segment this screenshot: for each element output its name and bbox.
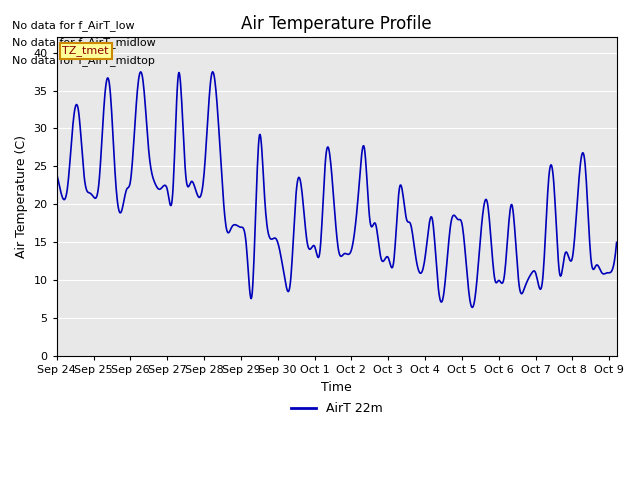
Text: TZ_tmet: TZ_tmet [62,45,109,56]
Text: No data for f_AirT_midlow: No data for f_AirT_midlow [12,37,156,48]
Title: Air Temperature Profile: Air Temperature Profile [241,15,432,33]
Legend: AirT 22m: AirT 22m [286,397,388,420]
Text: No data for f_AirT_midtop: No data for f_AirT_midtop [12,55,155,66]
X-axis label: Time: Time [321,381,352,394]
Y-axis label: Air Temperature (C): Air Temperature (C) [15,135,28,258]
Text: No data for f_AirT_low: No data for f_AirT_low [12,20,134,31]
